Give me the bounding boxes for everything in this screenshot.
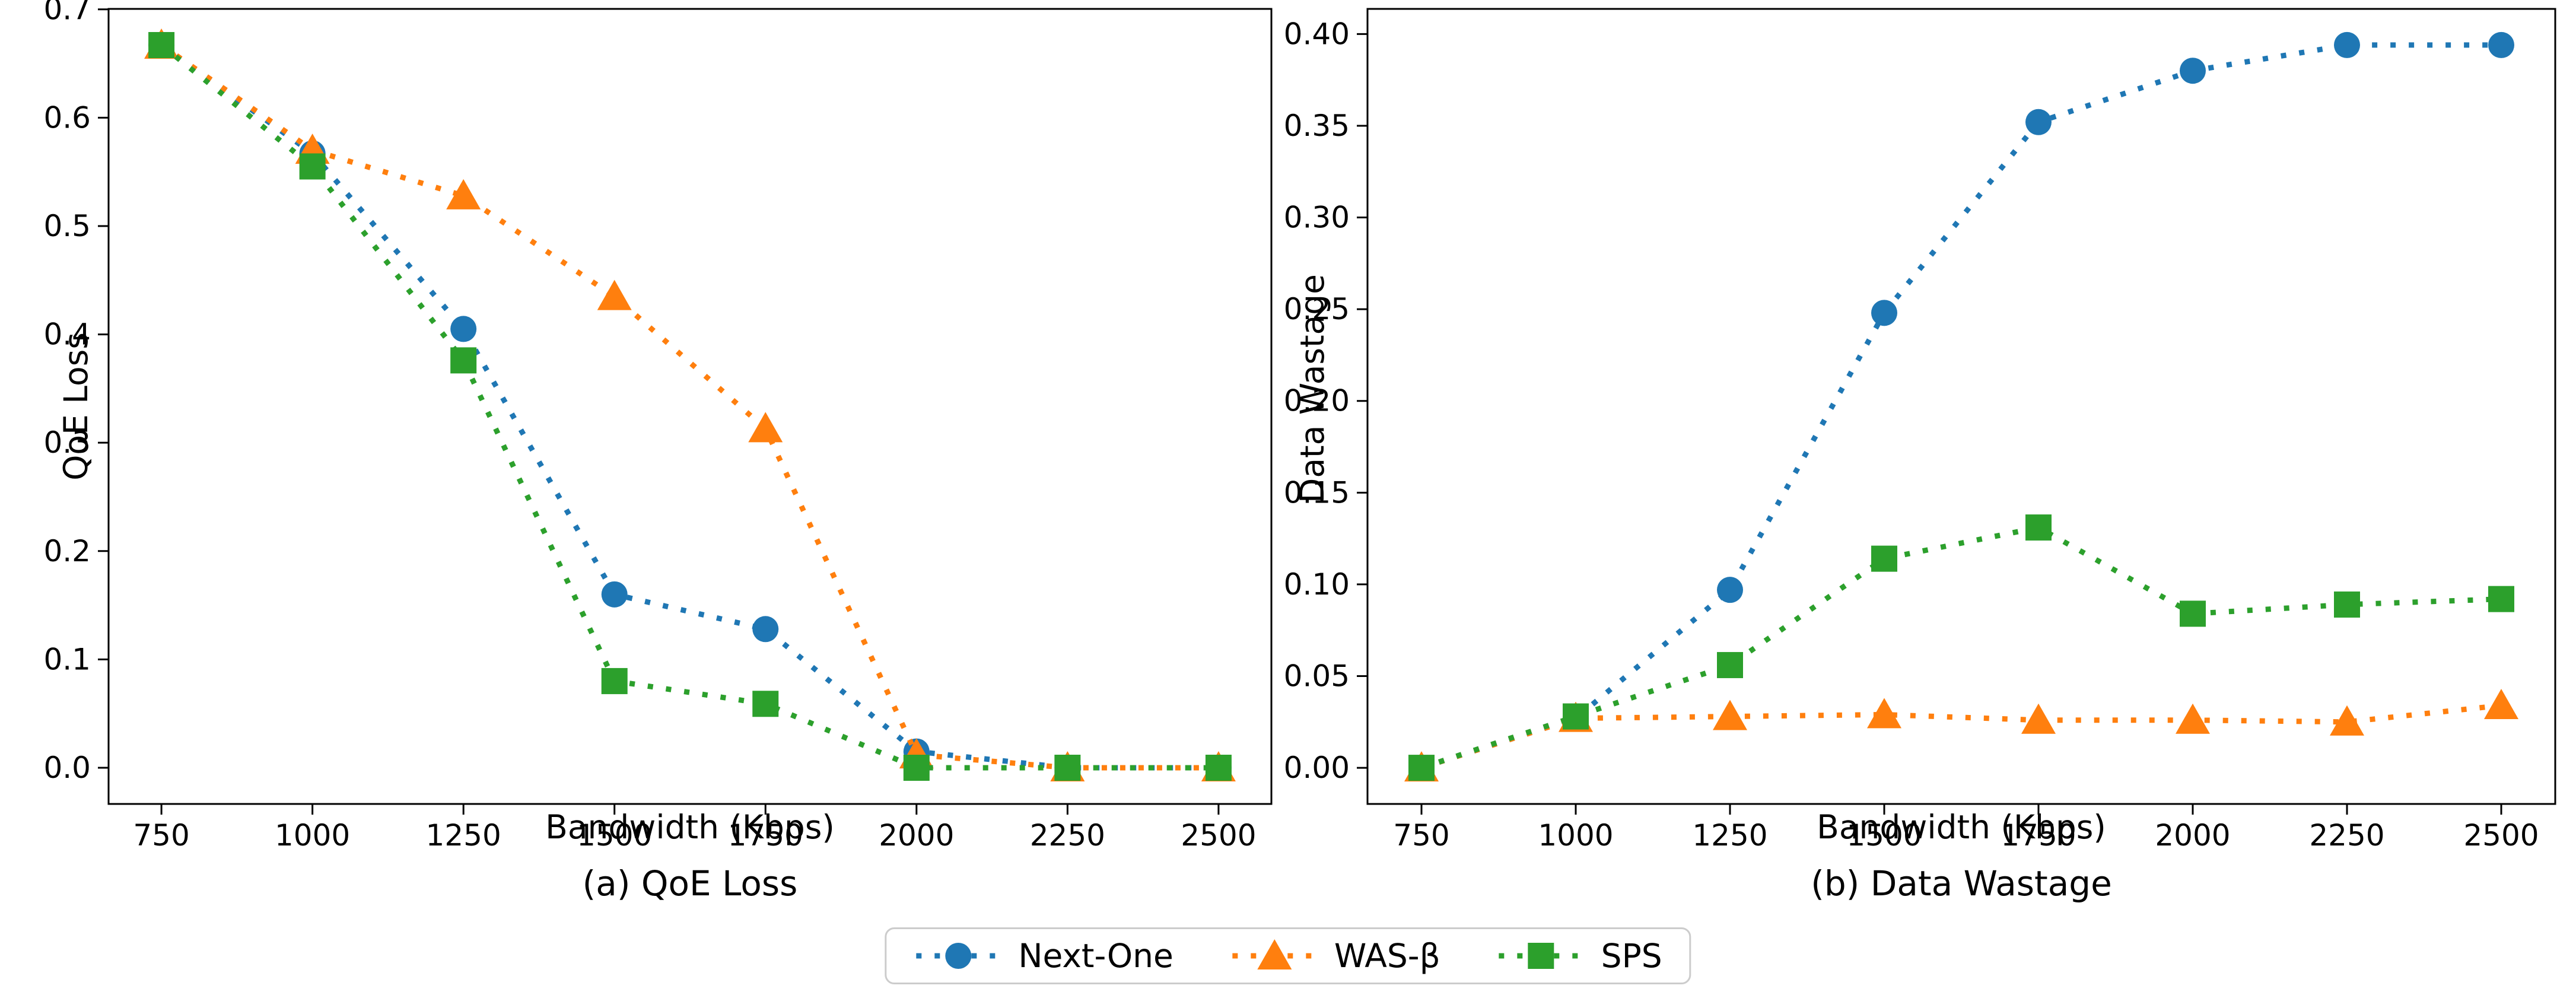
x-axis-tick-label: 2250	[2309, 818, 2384, 853]
x-axis-label-right: Bandwidth (Kbps)	[1817, 808, 2106, 846]
x-axis-tick-label: 1000	[1538, 818, 1613, 853]
x-axis-tick-label: 2500	[1181, 818, 1256, 853]
legend-label-sps: SPS	[1601, 937, 1662, 975]
x-axis-tick-label: 1250	[426, 818, 501, 853]
x-axis-tick-label: 1750	[728, 818, 803, 853]
y-axis-tick-label: 0.35	[1284, 109, 1350, 143]
plot-border	[107, 8, 1273, 805]
data-point-marker-circle	[752, 616, 779, 643]
y-axis-tick-label: 0.30	[1284, 201, 1350, 235]
x-axis-tick-label: 2500	[2463, 818, 2539, 853]
data-point-marker-circle	[2488, 31, 2514, 58]
data-point-marker-square	[450, 347, 477, 374]
data-point-marker-triangle	[1713, 700, 1747, 730]
data-point-marker-square	[1205, 755, 1232, 781]
y-axis-tick-label: 0.10	[1284, 567, 1350, 602]
data-point-marker-square	[148, 31, 175, 58]
data-point-marker-triangle	[2021, 703, 2056, 734]
series-line-SPS	[1420, 524, 2502, 771]
y-axis-tick-label: 0.00	[1284, 751, 1350, 785]
x-axis-tick-label: 1500	[577, 818, 652, 853]
data-point-marker-square	[1717, 651, 1743, 678]
x-axis-tick-label: 1000	[275, 818, 350, 853]
chart-data-wastage: 750 1000 1250 1500 1750 2000 2250 2500 0.00 0.05 0…	[1284, 8, 2556, 853]
data-point-marker-circle	[2180, 58, 2206, 84]
caption-subplot-b: (b) Data Wastage	[1811, 863, 2112, 904]
data-point-marker-square	[2025, 514, 2052, 541]
legend-box: Next-One WAS-β SPS	[885, 927, 1691, 984]
data-point-marker-circle	[450, 316, 477, 342]
data-point-marker-circle	[1871, 300, 1897, 326]
data-point-marker-square	[1408, 755, 1435, 781]
chart-qoe-loss: 750 1000 1250 1500 1750 2000 2250 2500 0.0 0.1 0.2…	[43, 0, 1273, 853]
data-point-marker-triangle	[1867, 698, 1901, 729]
y-axis-tick-label: 0.1	[43, 642, 91, 676]
x-axis-tick-label: 750	[1393, 818, 1449, 853]
y-axis-tick-label: 0.3	[43, 425, 91, 460]
was-beta-marker-icon	[1232, 939, 1316, 969]
series-line-Next-One	[160, 43, 1219, 771]
data-point-marker-square	[299, 153, 326, 180]
y-axis-label-qoe-loss: QoE Loss	[57, 332, 95, 481]
y-axis-tick-label: 0.4	[43, 317, 91, 352]
data-point-marker-square	[1563, 703, 1589, 730]
data-point-marker-square	[903, 755, 930, 781]
x-axis-tick-label: 750	[133, 818, 189, 853]
data-point-marker-triangle	[2176, 703, 2210, 734]
y-axis-tick-label: 0.25	[1284, 292, 1350, 326]
data-point-marker-square	[1054, 755, 1081, 781]
data-point-marker-square	[752, 691, 779, 717]
x-axis-label-left: Bandwidth (Kbps)	[545, 808, 835, 846]
data-point-marker-square	[2334, 591, 2360, 618]
x-axis-tick-label: 2000	[2155, 818, 2230, 853]
y-axis-tick-label: 0.05	[1284, 659, 1350, 693]
plot-border	[1366, 8, 2556, 805]
y-axis-tick-label: 0.40	[1284, 17, 1350, 51]
y-axis-tick-label: 0.15	[1284, 475, 1350, 510]
x-axis-tick-label: 1500	[1846, 818, 1922, 853]
data-point-marker-circle	[601, 581, 628, 608]
x-axis-tick-label: 1250	[1692, 818, 1767, 853]
data-point-marker-circle	[2025, 109, 2052, 135]
y-axis-tick-label: 0.0	[43, 751, 91, 785]
legend-label-was-beta: WAS-β	[1334, 937, 1440, 975]
data-point-marker-square	[2488, 586, 2514, 612]
data-point-marker-triangle	[748, 412, 783, 443]
data-point-marker-triangle	[597, 279, 632, 310]
series-line-Next-One	[1420, 42, 2501, 771]
legend-marker-triangle	[1257, 939, 1292, 969]
data-point-marker-circle	[1717, 577, 1743, 603]
legend-item-was-beta: WAS-β	[1230, 935, 1440, 977]
legend-item-next-one: Next-One	[914, 935, 1173, 977]
data-point-marker-triangle	[2330, 705, 2364, 736]
y-axis-tick-label: 0.5	[43, 209, 91, 243]
x-axis-tick-label: 1750	[2001, 818, 2076, 853]
data-point-marker-square	[1871, 545, 1897, 572]
y-axis-label-data-wastage: Data Wastage	[1293, 274, 1331, 504]
series-line-WAS-β	[1420, 702, 2502, 771]
sps-marker-icon	[1499, 943, 1583, 969]
legend-label-next-one: Next-One	[1018, 937, 1173, 975]
next-one-marker-icon	[916, 943, 1001, 969]
data-point-marker-square	[2180, 600, 2206, 627]
series-line-SPS	[160, 43, 1219, 771]
legend-marker-square	[1528, 943, 1554, 969]
x-axis-tick-label: 2000	[879, 818, 954, 853]
data-point-marker-square	[601, 667, 628, 694]
legend-item-sps: SPS	[1497, 935, 1662, 977]
x-axis-tick-label: 2250	[1030, 818, 1105, 853]
caption-subplot-a: (a) QoE Loss	[582, 863, 798, 904]
y-axis-tick-label: 0.6	[43, 100, 91, 135]
data-point-marker-triangle	[2484, 688, 2518, 719]
y-axis-tick-label: 0.20	[1284, 384, 1350, 418]
data-point-marker-triangle	[446, 179, 481, 209]
y-axis-tick-label: 0.7	[43, 0, 91, 27]
y-axis-tick-label: 0.2	[43, 534, 91, 568]
data-point-marker-circle	[2334, 31, 2360, 58]
legend-marker-circle	[945, 943, 972, 969]
